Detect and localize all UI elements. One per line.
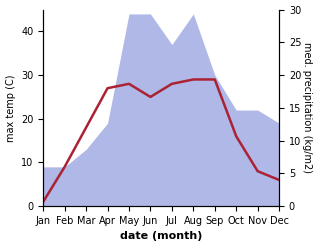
- X-axis label: date (month): date (month): [120, 231, 202, 242]
- Y-axis label: med. precipitation (kg/m2): med. precipitation (kg/m2): [302, 42, 313, 173]
- Y-axis label: max temp (C): max temp (C): [5, 74, 16, 142]
